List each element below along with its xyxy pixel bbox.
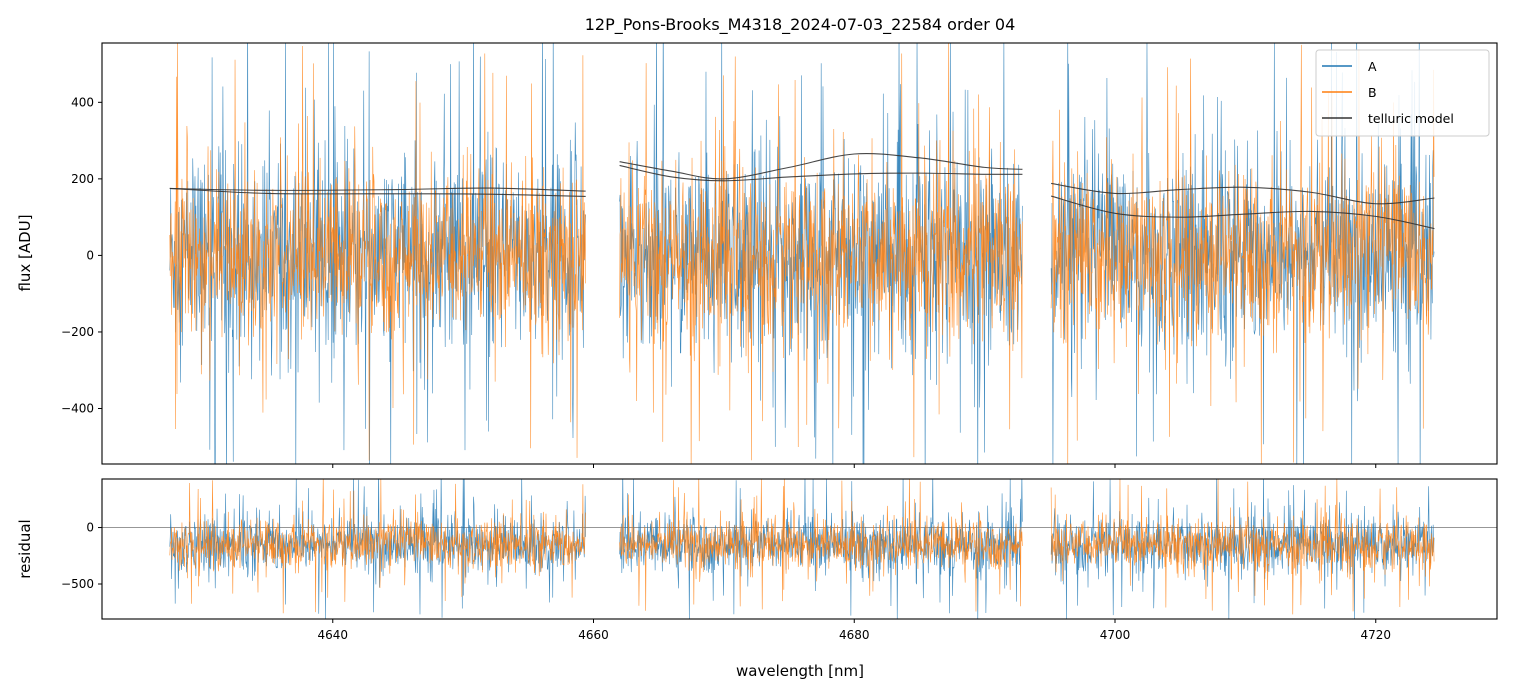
series-b-segment-2: [619, 479, 1023, 612]
flux-y-ticks: −400 −200 0 200 400: [61, 95, 102, 416]
y-tick-label: −400: [61, 402, 94, 416]
series-b-segment-2: [619, 43, 1023, 464]
residual-y-axis-label: residual: [16, 519, 34, 578]
telluric-model-1-segment-3: [1051, 182, 1435, 205]
residual-x-ticks: 4640 4660 4680 4700 4720: [317, 619, 1391, 642]
y-tick-label: 0: [86, 248, 94, 262]
residual-panel: −500 0 4640 4660 4680 4700 4720 residual: [16, 478, 1498, 642]
flux-panel: −400 −200 0 200 400 flux [ADU] A B telluric …: [16, 42, 1498, 468]
telluric-model-2-segment-3: [1050, 195, 1435, 230]
x-tick-label: 4680: [839, 628, 870, 642]
y-tick-label: 200: [71, 172, 94, 186]
flux-x-ticks: [332, 464, 1377, 468]
x-tick-label: 4640: [317, 628, 348, 642]
x-tick-label: 4720: [1360, 628, 1391, 642]
x-axis-label: wavelength [nm]: [736, 662, 864, 680]
legend-label-a: A: [1368, 59, 1377, 74]
series-b-segment-3: [1050, 44, 1435, 464]
series-a-segment-3: [1050, 479, 1435, 619]
legend-label-b: B: [1368, 85, 1377, 100]
x-tick-label: 4700: [1100, 628, 1131, 642]
y-tick-label: 0: [86, 521, 94, 535]
residual-axes-frame: [101, 478, 1498, 620]
series-b-segment-1: [169, 43, 586, 461]
telluric-model-2-segment-2: [619, 164, 1023, 182]
series-a-segment-1: [169, 43, 586, 464]
telluric-model-1-segment-2: [619, 153, 1023, 180]
y-tick-label: −200: [61, 325, 94, 339]
legend-label-telluric-model: telluric model: [1368, 111, 1454, 126]
legend-frame: [1315, 49, 1490, 137]
x-tick-label: 4660: [578, 628, 609, 642]
residual-plot-area: [102, 479, 1497, 619]
flux-axes-frame: [101, 42, 1498, 465]
telluric-model-1-segment-1: [169, 187, 586, 192]
series-a-segment-3: [1050, 43, 1435, 464]
telluric-model-2-segment-1: [169, 187, 586, 198]
flux-plot-area: [169, 43, 1435, 464]
flux-y-axis-label: flux [ADU]: [16, 214, 34, 291]
residual-y-ticks: −500 0: [61, 521, 102, 591]
series-a-segment-1: [169, 479, 586, 619]
chart-title: 12P_Pons-Brooks_M4318_2024-07-03_22584 o…: [585, 15, 1016, 35]
y-tick-label: 400: [71, 95, 94, 109]
series-b-segment-1: [169, 479, 586, 614]
series-b-segment-3: [1050, 479, 1435, 615]
legend: A B telluric model: [1315, 49, 1490, 137]
y-tick-label: −500: [61, 577, 94, 591]
